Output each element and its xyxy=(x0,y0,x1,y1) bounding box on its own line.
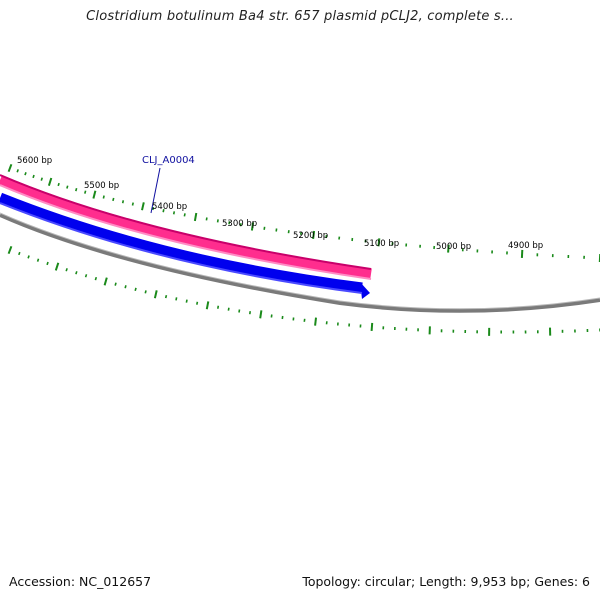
minor-tick xyxy=(216,219,219,223)
minor-tick xyxy=(84,274,88,278)
minor-tick xyxy=(131,202,134,206)
position-label-5600: 5600 bp xyxy=(17,156,52,166)
topology-summary: Topology: circular; Length: 9,953 bp; Ge… xyxy=(302,574,590,589)
minor-tick xyxy=(46,261,49,266)
minor-tick xyxy=(124,285,127,289)
major-tick xyxy=(153,290,158,299)
minor-tick xyxy=(134,287,137,292)
minor-tick xyxy=(228,221,231,225)
position-label-5200: 5200 bp xyxy=(293,231,328,241)
major-tick xyxy=(92,190,97,199)
accession-text: Accession: NC_012657 xyxy=(9,574,152,589)
position-label-5300: 5300 bp xyxy=(222,219,257,229)
major-tick xyxy=(193,212,198,222)
minor-tick xyxy=(75,271,78,275)
major-tick xyxy=(447,244,450,253)
minor-tick xyxy=(36,258,40,262)
backbone-highlight xyxy=(0,212,600,310)
major-tick xyxy=(47,177,53,186)
major-tick xyxy=(377,238,381,247)
minor-tick xyxy=(205,217,208,221)
backbone-circle xyxy=(0,213,600,313)
major-tick xyxy=(312,230,316,240)
reverse-gene-arc[interactable] xyxy=(0,192,363,294)
minor-tick xyxy=(66,185,69,189)
forward-gene-edge-dark xyxy=(0,174,372,270)
minor-tick xyxy=(112,197,115,202)
minor-tick xyxy=(239,223,242,227)
reverse-gene-arrowhead[interactable] xyxy=(360,282,370,299)
position-label-5500: 5500 bp xyxy=(84,181,119,191)
major-tick xyxy=(314,317,317,326)
position-label-4900: 4900 bp xyxy=(508,241,543,251)
reverse-gene-shade xyxy=(0,202,363,294)
major-tick xyxy=(250,222,255,231)
minor-tick xyxy=(227,307,230,311)
position-labels: 5600 bp 5500 bp 5400 bp 5300 bp 5200 bp … xyxy=(17,156,543,252)
minor-tick xyxy=(121,200,125,204)
gene-label-leader xyxy=(150,167,161,214)
forward-gene-arc[interactable] xyxy=(0,174,372,280)
minor-tick xyxy=(172,211,176,215)
minor-tick xyxy=(238,309,241,313)
minor-tick xyxy=(152,206,155,211)
minor-tick xyxy=(102,195,105,199)
minor-tick xyxy=(164,295,168,299)
minor-tick xyxy=(183,213,186,217)
map-title: Clostridium botulinum Ba4 str. 657 plasm… xyxy=(86,9,514,24)
inner-tick-ring xyxy=(7,245,600,336)
minor-tick xyxy=(57,182,60,187)
minor-tick xyxy=(24,172,27,176)
minor-tick xyxy=(18,251,21,256)
minor-tick xyxy=(114,282,117,286)
minor-tick xyxy=(27,255,30,259)
minor-tick xyxy=(84,190,87,194)
major-tick xyxy=(7,245,13,255)
minor-tick xyxy=(94,276,98,281)
minor-tick xyxy=(217,305,220,309)
minor-tick xyxy=(162,209,165,213)
major-tick xyxy=(370,322,374,331)
position-label-5400: 5400 bp xyxy=(152,202,187,212)
minor-tick xyxy=(144,290,147,294)
minor-tick xyxy=(196,301,199,305)
major-tick xyxy=(103,277,108,286)
minor-tick xyxy=(40,177,43,181)
major-tick xyxy=(7,163,13,173)
outer-tick-ring xyxy=(7,163,600,263)
minor-tick xyxy=(185,299,188,303)
major-tick xyxy=(54,262,60,271)
position-label-5100: 5100 bp xyxy=(364,239,399,249)
minor-tick xyxy=(75,187,78,192)
minor-tick xyxy=(65,268,68,272)
position-label-5000: 5000 bp xyxy=(436,242,471,252)
forward-gene-edge-light xyxy=(0,184,372,280)
major-tick xyxy=(141,202,145,211)
minor-tick xyxy=(16,169,19,173)
gene-label-clj-a0004[interactable]: CLJ_A0004 xyxy=(142,155,195,166)
minor-tick xyxy=(32,174,35,179)
major-tick xyxy=(259,310,263,319)
minor-tick xyxy=(175,297,178,301)
major-tick xyxy=(205,301,210,310)
